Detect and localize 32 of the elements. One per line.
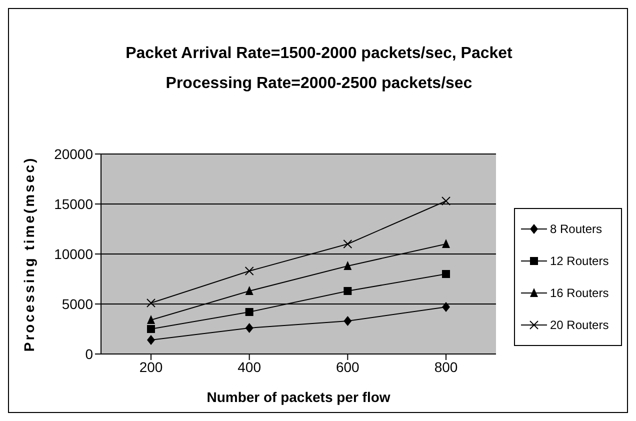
y-tick-label: 5000 <box>62 296 94 312</box>
y-axis-title: Processing time(msec) <box>20 156 37 352</box>
x-tick-label: 400 <box>238 358 262 375</box>
x-tick-label: 200 <box>139 358 163 375</box>
point <box>244 266 254 276</box>
y-tick-label: 10000 <box>54 246 94 262</box>
point <box>442 239 450 248</box>
y-tick-label: 20000 <box>54 146 94 162</box>
y-tick-label: 0 <box>85 346 94 362</box>
chart-title: Packet Arrival Rate=1500-2000 packets/sec, Packet Processing Rate=2000-2500 packets/sec <box>124 44 514 94</box>
point <box>147 325 155 333</box>
point <box>344 261 352 270</box>
point <box>245 308 254 316</box>
point <box>442 302 450 312</box>
point <box>146 298 156 308</box>
y-tick-label: 15000 <box>54 196 94 212</box>
point <box>442 196 450 206</box>
x-tick-label: 800 <box>434 358 458 375</box>
point <box>344 316 352 326</box>
legend-label: 8 Routers <box>550 222 602 236</box>
legend-label: 12 Routers <box>550 254 609 268</box>
point <box>344 287 352 295</box>
x-tick-label: 600 <box>336 358 360 375</box>
x-axis-title: Number of packets per flow <box>206 389 390 405</box>
point <box>245 286 254 295</box>
legend-label: 16 Routers <box>550 286 609 300</box>
point <box>147 335 155 345</box>
point <box>343 240 352 248</box>
legend-label: 20 Routers <box>550 318 609 332</box>
point <box>245 323 254 333</box>
point <box>442 270 450 278</box>
point <box>147 315 155 324</box>
